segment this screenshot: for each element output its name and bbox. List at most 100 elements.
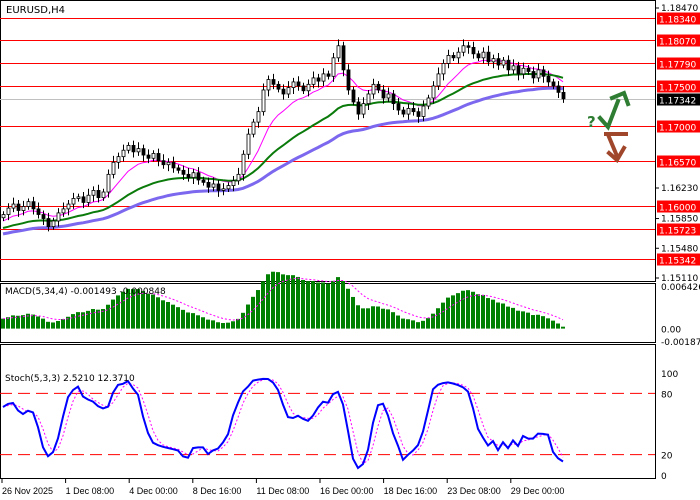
candle-body <box>516 65 521 75</box>
candle-body <box>346 69 351 91</box>
macd-bar <box>546 318 550 329</box>
candle-body <box>396 103 401 111</box>
macd-bar <box>291 275 295 329</box>
macd-bar <box>36 316 40 329</box>
candle-body <box>136 148 141 153</box>
candle-body <box>61 208 66 214</box>
macd-bar <box>331 280 335 329</box>
macd-bar <box>281 274 285 329</box>
candle-body <box>141 148 146 156</box>
macd-bar <box>236 318 240 329</box>
price-tick-label: 1.16230 <box>661 184 698 194</box>
macd-bar <box>431 313 435 329</box>
candle-body <box>366 93 371 105</box>
candle-body <box>226 185 231 190</box>
candle-body <box>561 91 566 100</box>
candle-body <box>256 111 261 123</box>
time-label: 11 Dec 08:00 <box>256 486 309 496</box>
candle-body <box>351 89 356 103</box>
candle-body <box>31 201 36 210</box>
candle-body <box>181 169 186 175</box>
macd-bar <box>106 304 110 329</box>
macd-bar <box>276 272 280 329</box>
macd-bar <box>126 288 130 329</box>
candle-body <box>381 89 386 99</box>
candle-body <box>111 161 116 175</box>
macd-bar <box>71 314 75 329</box>
macd-bar <box>246 304 250 329</box>
candle-body <box>81 196 86 203</box>
macd-bar <box>191 313 195 329</box>
macd-bar <box>16 315 20 329</box>
candle-body <box>36 208 41 215</box>
macd-bar <box>486 298 490 329</box>
candle-body <box>216 183 221 191</box>
macd-bar <box>131 289 135 329</box>
macd-bar <box>196 315 200 329</box>
candle-body <box>186 173 191 178</box>
candle-body <box>11 203 16 209</box>
macd-bar <box>81 312 85 329</box>
level-label: 1.17000 <box>659 124 696 134</box>
level-label: 1.16570 <box>659 159 696 169</box>
candle-body <box>1 214 6 219</box>
macd-bar <box>506 306 510 329</box>
candle-body <box>361 103 366 115</box>
level-tag <box>657 200 700 213</box>
macd-bar <box>151 294 155 329</box>
main-panel-frame <box>0 0 656 282</box>
stoch-tick-label: 20 <box>661 452 673 462</box>
macd-bar <box>111 299 115 329</box>
stoch-label: Stoch(5,3,3) 2.5210 12.3710 <box>5 374 135 384</box>
level-label: 1.18070 <box>659 38 696 48</box>
macd-bar <box>226 322 230 329</box>
macd-bar <box>41 318 45 329</box>
candle-body <box>486 51 491 63</box>
price-tick-label: 1.15110 <box>661 274 698 284</box>
macd-bar <box>436 308 440 329</box>
price-axis: 1.18340 1.18070 1.17790 1.17500 1.17000 1.165… <box>655 4 700 284</box>
macd-bar <box>101 309 105 329</box>
stoch-tick-label: 100 <box>661 370 678 380</box>
candle-body <box>521 67 526 75</box>
candle-body <box>456 51 461 59</box>
candles <box>1 39 566 232</box>
macd-bar <box>161 300 165 329</box>
macd-bar <box>511 307 515 329</box>
macd-bar <box>341 281 345 329</box>
price-levels <box>0 0 656 282</box>
macd-bar <box>441 302 445 329</box>
macd-bar <box>211 320 215 329</box>
level-tag <box>657 155 700 168</box>
macd-signal-line <box>2 277 564 321</box>
macd-bar <box>86 310 90 329</box>
candle-body <box>491 58 496 63</box>
level-label: 1.16000 <box>659 204 696 214</box>
candle-body <box>241 153 246 175</box>
candle-body <box>91 190 96 196</box>
candle-body <box>76 196 81 199</box>
macd-bar <box>481 294 485 329</box>
macd-bar <box>306 281 310 329</box>
candle-body <box>161 160 166 166</box>
candle-body <box>206 181 211 188</box>
candle-body <box>481 51 486 59</box>
candle-body <box>221 188 226 191</box>
macd-bar <box>301 279 305 329</box>
time-label: 23 Dec 08:00 <box>447 486 501 496</box>
candle-body <box>551 81 556 87</box>
candle-body <box>171 161 176 169</box>
candle-body <box>251 121 256 135</box>
candle-body <box>411 108 416 113</box>
macd-bar <box>391 312 395 329</box>
candle-body <box>331 57 336 77</box>
macd-bar <box>496 302 500 329</box>
macd-bar <box>361 308 365 329</box>
macd-bar <box>256 290 260 329</box>
candle-body <box>6 207 11 215</box>
candle-body <box>391 93 396 105</box>
macd-bar <box>261 281 265 329</box>
time-label: 8 Dec 16:00 <box>193 486 242 496</box>
